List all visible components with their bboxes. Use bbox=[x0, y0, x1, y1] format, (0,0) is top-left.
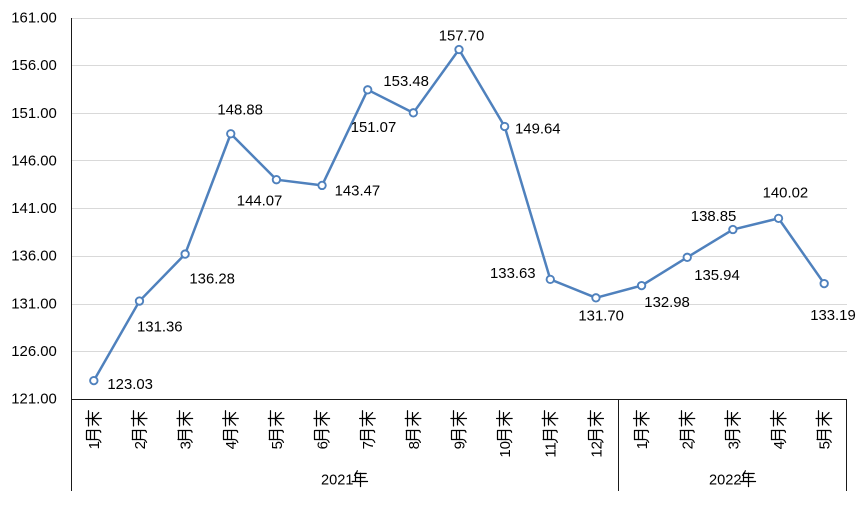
svg-text:1: 1 bbox=[634, 441, 651, 449]
svg-text:2: 2 bbox=[132, 441, 149, 449]
svg-text:131.70: 131.70 bbox=[578, 309, 624, 325]
svg-text:6: 6 bbox=[314, 441, 331, 449]
svg-text:133.19: 133.19 bbox=[810, 308, 856, 324]
svg-text:136.00: 136.00 bbox=[11, 249, 57, 265]
svg-text:151.07: 151.07 bbox=[351, 120, 397, 136]
svg-text:151.00: 151.00 bbox=[11, 106, 57, 122]
svg-text:2022: 2022 bbox=[709, 472, 741, 488]
svg-text:131.00: 131.00 bbox=[11, 296, 57, 312]
svg-text:138.85: 138.85 bbox=[691, 209, 737, 225]
svg-text:141.00: 141.00 bbox=[11, 201, 57, 217]
svg-text:153.48: 153.48 bbox=[383, 74, 429, 90]
svg-text:3: 3 bbox=[725, 441, 742, 449]
svg-text:8: 8 bbox=[406, 441, 423, 449]
svg-text:131.36: 131.36 bbox=[137, 320, 183, 336]
svg-text:1: 1 bbox=[86, 441, 103, 449]
svg-text:133.63: 133.63 bbox=[490, 266, 536, 282]
svg-text:4: 4 bbox=[223, 441, 240, 449]
svg-text:135.94: 135.94 bbox=[694, 268, 740, 284]
svg-text:5: 5 bbox=[817, 441, 834, 449]
svg-text:140.02: 140.02 bbox=[763, 185, 809, 201]
svg-text:126.00: 126.00 bbox=[11, 344, 57, 360]
svg-text:136.28: 136.28 bbox=[189, 272, 235, 288]
svg-text:4: 4 bbox=[771, 441, 788, 449]
svg-text:7: 7 bbox=[360, 441, 377, 449]
svg-text:148.88: 148.88 bbox=[217, 102, 263, 118]
svg-text:144.07: 144.07 bbox=[237, 193, 283, 209]
svg-text:157.70: 157.70 bbox=[439, 28, 485, 44]
svg-text:132.98: 132.98 bbox=[644, 295, 690, 311]
svg-text:12: 12 bbox=[588, 441, 605, 458]
svg-text:10: 10 bbox=[497, 441, 514, 458]
svg-text:2021: 2021 bbox=[321, 472, 353, 488]
svg-text:161.00: 161.00 bbox=[11, 11, 57, 27]
svg-text:121.00: 121.00 bbox=[11, 392, 57, 408]
svg-text:9: 9 bbox=[451, 441, 468, 449]
svg-text:149.64: 149.64 bbox=[515, 122, 561, 138]
svg-text:3: 3 bbox=[178, 441, 195, 449]
svg-text:2: 2 bbox=[680, 441, 697, 449]
svg-text:156.00: 156.00 bbox=[11, 58, 57, 74]
svg-text:11: 11 bbox=[543, 442, 560, 458]
svg-text:123.03: 123.03 bbox=[107, 377, 153, 393]
svg-text:143.47: 143.47 bbox=[335, 183, 381, 199]
svg-text:5: 5 bbox=[269, 441, 286, 449]
svg-text:146.00: 146.00 bbox=[11, 153, 57, 169]
